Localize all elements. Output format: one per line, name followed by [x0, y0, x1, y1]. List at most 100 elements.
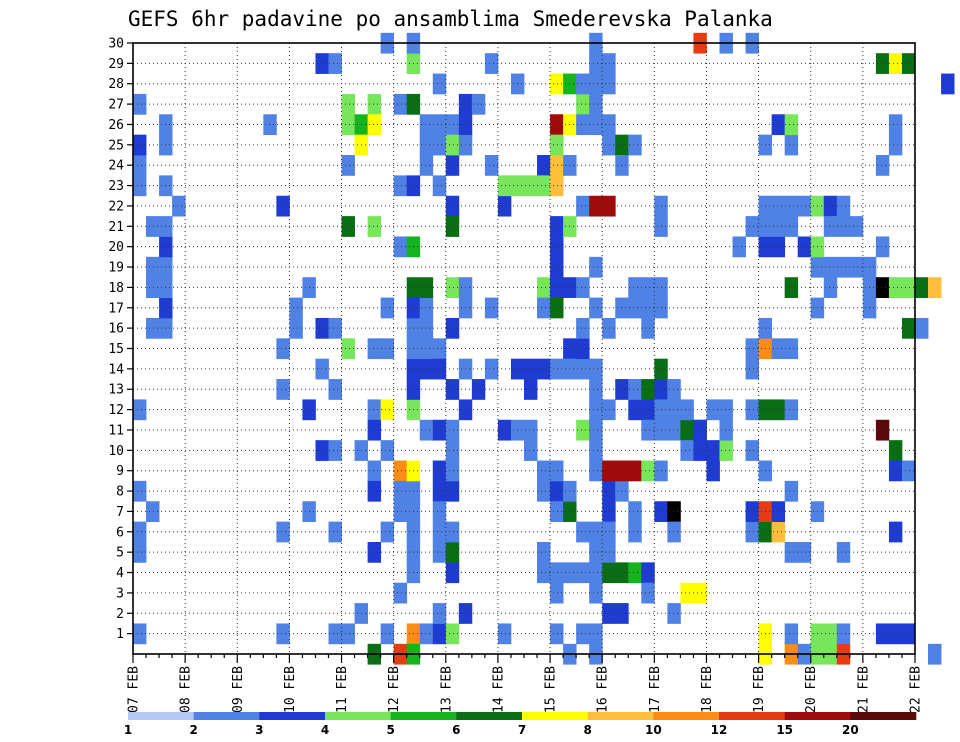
cell-x20-m7 [393, 501, 408, 523]
cell-x22-m25 [419, 134, 434, 156]
cell-x35-m17 [589, 297, 603, 319]
cell-x60-m18 [915, 277, 929, 298]
cell-x23-m14 [432, 358, 447, 380]
cell-x23-m28 [432, 73, 447, 95]
cell-x0-m24 [133, 155, 147, 176]
cell-x22-m14 [419, 358, 434, 380]
cell-x32-m4 [550, 562, 564, 584]
cell-x30-m10 [524, 440, 538, 461]
cell-x24-m6 [445, 521, 460, 543]
cell-x32-m20 [550, 236, 564, 258]
y-tick-label-17: 17 [108, 301, 124, 316]
cell-x58-m25 [888, 134, 903, 156]
cell-x60-m16 [915, 317, 929, 339]
cell-x12-m16 [289, 317, 303, 339]
y-tick-label-9: 9 [116, 464, 124, 479]
cell-x39-m11 [641, 419, 655, 441]
cell-x49-m26 [771, 114, 786, 136]
colorbar-label-5: 5 [386, 723, 394, 737]
y-tick-label-26: 26 [108, 118, 124, 133]
cell-x28-m23 [497, 175, 512, 197]
cell-x41-m12 [667, 399, 681, 421]
y-tick-label-7: 7 [116, 505, 124, 520]
cell-x38-m4 [628, 562, 642, 584]
x-tick-label-6: 13 FEB [439, 666, 454, 713]
y-tick-label-27: 27 [108, 98, 124, 113]
cell-x32-m9 [550, 460, 564, 482]
colorbar-swatch-0 [128, 712, 194, 720]
cell-x23-m26 [432, 114, 447, 136]
cell-x16-m27 [341, 93, 355, 115]
cell-x32-m17 [550, 297, 564, 319]
cell-x39-m3 [641, 582, 655, 604]
cell-x14-m14 [315, 358, 329, 380]
cell-x47-m12 [745, 399, 759, 421]
cell-x58-m10 [888, 440, 903, 461]
cell-x54-m19 [836, 256, 851, 278]
cell-x32-m3 [550, 582, 564, 604]
cell-x34-m26 [576, 114, 590, 136]
cell-x31-m4 [537, 562, 551, 584]
colorbar-swatch-10 [784, 712, 851, 720]
cell-x50-m18 [784, 277, 799, 298]
cell-x34-m22 [576, 195, 590, 217]
colorbar-swatch-9 [719, 712, 785, 720]
cell-x24-m18 [445, 277, 460, 298]
cell-x32-m28 [550, 73, 564, 95]
cell-x59-m9 [901, 460, 916, 482]
cell-x36-m2 [602, 603, 616, 624]
cell-x42-m11 [680, 419, 694, 441]
cell-x32-m7 [550, 501, 564, 523]
cell-x18-m9 [367, 460, 382, 482]
cell-x11-m1 [276, 623, 290, 645]
x-tick-label-9: 16 FEB [596, 666, 611, 713]
cell-x54-m21 [836, 216, 851, 237]
cell-x28-m11 [497, 419, 512, 441]
cell-x59-m18 [901, 277, 916, 298]
cell-x20-m27 [393, 93, 408, 115]
cell-x35-m19 [589, 256, 603, 278]
y-tick-label-5: 5 [116, 546, 124, 561]
cell-x61-m18 [928, 277, 942, 298]
x-tick-label-8: 15 FEB [544, 666, 559, 713]
cell-x59-m29 [901, 53, 916, 74]
cell-x12-m17 [289, 297, 303, 319]
y-tick-label-10: 10 [108, 444, 124, 459]
cell-x36-m25 [602, 134, 616, 156]
cell-x51-m22 [797, 195, 812, 217]
cell-x35-m27 [589, 93, 603, 115]
cell-x34-m28 [576, 73, 590, 95]
cell-x19-m17 [380, 297, 395, 319]
cell-x49-m12 [771, 399, 786, 421]
cell-x24-m26 [445, 114, 460, 136]
cell-x57-m11 [875, 419, 890, 441]
cell-x35-m9 [589, 460, 603, 482]
cell-x53-m19 [823, 256, 838, 278]
cell-x24-m4 [445, 562, 460, 584]
cell-x15-m13 [328, 379, 342, 400]
colorbar-legend: 1 2 3 4 5 6 7 8 10 12 15 20 [124, 712, 917, 737]
cell-x45-m12 [719, 399, 733, 421]
cell-x35-m26 [589, 114, 603, 136]
cell-x23-m9 [432, 460, 447, 482]
cell-x27-m17 [484, 297, 499, 319]
cell-x0-m6 [133, 521, 147, 543]
colorbar-swatch-11 [850, 712, 917, 720]
y-tick-label-1: 1 [116, 627, 124, 642]
cell-x19-m6 [380, 521, 395, 543]
cell-x41-m6 [667, 521, 681, 543]
cell-x14-m10 [315, 440, 329, 461]
cell-x23-m11 [432, 419, 447, 441]
cell-x36-m22 [602, 195, 616, 217]
cell-x47-m15 [745, 338, 759, 360]
cell-x1-m21 [146, 216, 160, 237]
cell-x39-m13 [641, 379, 655, 400]
cell-x32-m18 [550, 277, 564, 298]
cell-x1-m18 [146, 277, 160, 298]
cell-x34-m15 [576, 338, 590, 360]
colorbar-label-3: 3 [255, 723, 263, 737]
cell-x24-m5 [445, 541, 460, 563]
cell-x24-m13 [445, 379, 460, 400]
cell-x30-m11 [524, 419, 538, 441]
